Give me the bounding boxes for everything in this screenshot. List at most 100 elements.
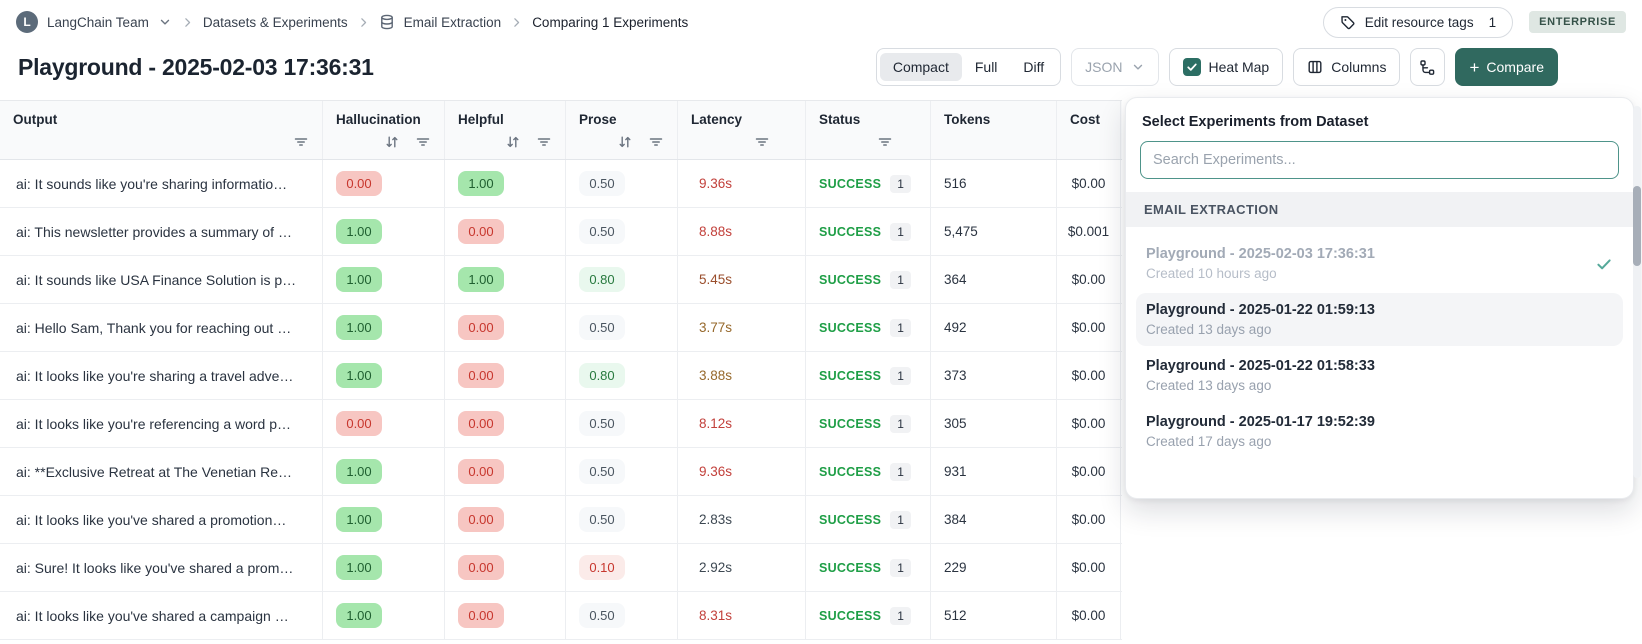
- cost-cell: $0.00: [1071, 512, 1106, 527]
- hallucination-score-badge[interactable]: 1.00: [336, 267, 382, 292]
- view-full-button[interactable]: Full: [962, 53, 1011, 81]
- hallucination-score-badge[interactable]: 1.00: [336, 603, 382, 628]
- helpful-score-badge[interactable]: 0.00: [458, 459, 504, 484]
- helpful-score-badge[interactable]: 0.00: [458, 411, 504, 436]
- table-row[interactable]: ai: It sounds like USA Finance Solution …: [0, 256, 1122, 304]
- compare-button[interactable]: + Compare: [1455, 48, 1558, 86]
- output-cell[interactable]: ai: It looks like you've shared a campai…: [16, 607, 289, 624]
- table-row[interactable]: ai: It sounds like you're sharing inform…: [0, 160, 1122, 208]
- hallucination-score-badge[interactable]: 1.00: [336, 555, 382, 580]
- output-cell[interactable]: ai: Sure! It looks like you've shared a …: [16, 559, 294, 576]
- scrollbar-thumb[interactable]: [1633, 186, 1641, 266]
- table-row[interactable]: ai: It looks like you're sharing a trave…: [0, 352, 1122, 400]
- prose-score-badge[interactable]: 0.50: [579, 459, 625, 484]
- filter-icon[interactable]: [648, 134, 664, 150]
- columns-button[interactable]: Columns: [1293, 48, 1401, 86]
- output-cell[interactable]: ai: It looks like you're sharing a trave…: [16, 367, 294, 384]
- helpful-score-badge[interactable]: 0.00: [458, 603, 504, 628]
- table-row[interactable]: ai: **Exclusive Retreat at The Venetian …: [0, 448, 1122, 496]
- filter-icon[interactable]: [536, 134, 552, 150]
- table-row[interactable]: ai: It looks like you've shared a promot…: [0, 496, 1122, 544]
- output-cell[interactable]: ai: It looks like you've shared a promot…: [16, 511, 287, 528]
- output-cell[interactable]: ai: It sounds like USA Finance Solution …: [16, 271, 297, 288]
- filter-icon[interactable]: [754, 134, 770, 150]
- tokens-cell: 373: [944, 368, 967, 383]
- format-select[interactable]: JSON: [1071, 48, 1159, 86]
- prose-score-badge[interactable]: 0.50: [579, 603, 625, 628]
- view-diff-button[interactable]: Diff: [1010, 53, 1057, 81]
- tag-icon: [1340, 14, 1356, 30]
- prose-score-badge[interactable]: 0.50: [579, 315, 625, 340]
- hallucination-score-badge[interactable]: 1.00: [336, 459, 382, 484]
- helpful-score-badge[interactable]: 1.00: [458, 267, 504, 292]
- helpful-score-badge[interactable]: 0.00: [458, 219, 504, 244]
- prose-score-badge[interactable]: 0.50: [579, 507, 625, 532]
- breadcrumb-org[interactable]: LangChain Team: [47, 14, 149, 30]
- prose-score-badge[interactable]: 0.50: [579, 171, 625, 196]
- edit-resource-tags-button[interactable]: Edit resource tags 1: [1322, 6, 1514, 38]
- latency-cell: 2.92s: [699, 560, 733, 575]
- cost-cell: $0.00: [1071, 416, 1106, 431]
- helpful-score-badge[interactable]: 0.00: [458, 555, 504, 580]
- run-count-badge: 1: [890, 366, 911, 385]
- output-cell[interactable]: ai: It looks like you're referencing a w…: [16, 415, 292, 432]
- org-avatar[interactable]: L: [16, 11, 38, 33]
- output-cell[interactable]: ai: **Exclusive Retreat at The Venetian …: [16, 463, 293, 480]
- tree-branch-icon: [1419, 59, 1436, 76]
- helpful-score-badge[interactable]: 0.00: [458, 363, 504, 388]
- prose-score-badge[interactable]: 0.50: [579, 219, 625, 244]
- sort-icon[interactable]: [617, 134, 633, 150]
- hallucination-score-badge[interactable]: 0.00: [336, 171, 382, 196]
- hallucination-score-badge[interactable]: 1.00: [336, 363, 382, 388]
- sort-icon[interactable]: [384, 134, 400, 150]
- column-header-cost: Cost: [1057, 101, 1121, 159]
- hallucination-score-badge[interactable]: 1.00: [336, 219, 382, 244]
- view-compact-button[interactable]: Compact: [879, 53, 962, 81]
- hallucination-score-badge[interactable]: 0.00: [336, 411, 382, 436]
- hallucination-score-badge[interactable]: 1.00: [336, 507, 382, 532]
- prose-score-badge[interactable]: 0.10: [579, 555, 625, 580]
- experiment-list-item[interactable]: Playground - 2025-01-17 19:52:39 Created…: [1136, 405, 1623, 458]
- table-row[interactable]: ai: Hello Sam, Thank you for reaching ou…: [0, 304, 1122, 352]
- cost-cell: $0.00: [1071, 464, 1106, 479]
- output-cell[interactable]: ai: This newsletter provides a summary o…: [16, 223, 292, 240]
- prose-score-badge[interactable]: 0.80: [579, 363, 625, 388]
- run-count-badge: 1: [890, 414, 911, 433]
- output-cell[interactable]: ai: Hello Sam, Thank you for reaching ou…: [16, 319, 292, 336]
- status-badge: SUCCESS: [819, 368, 882, 383]
- output-cell[interactable]: ai: It sounds like you're sharing inform…: [16, 175, 288, 192]
- enterprise-badge: ENTERPRISE: [1529, 11, 1626, 33]
- status-badge: SUCCESS: [819, 416, 882, 431]
- breadcrumb-datasets[interactable]: Datasets & Experiments: [202, 14, 348, 30]
- experiment-list-item[interactable]: Playground - 2025-02-03 17:36:31 Created…: [1136, 237, 1623, 290]
- table-row[interactable]: ai: It looks like you've shared a campai…: [0, 592, 1122, 640]
- hallucination-score-badge[interactable]: 1.00: [336, 315, 382, 340]
- select-experiments-panel: Select Experiments from Dataset EMAIL EX…: [1125, 97, 1634, 499]
- run-count-badge: 1: [890, 606, 911, 625]
- experiment-list-item[interactable]: Playground - 2025-01-22 01:59:13 Created…: [1136, 293, 1623, 346]
- breadcrumb-dataset[interactable]: Email Extraction: [403, 14, 502, 30]
- cost-cell: $0.00: [1071, 272, 1106, 287]
- search-experiments-input[interactable]: [1140, 141, 1619, 179]
- run-count-badge: 1: [890, 510, 911, 529]
- table-row[interactable]: ai: This newsletter provides a summary o…: [0, 208, 1122, 256]
- filter-icon[interactable]: [877, 134, 893, 150]
- filter-icon[interactable]: [293, 134, 309, 150]
- chevron-down-icon[interactable]: [158, 15, 172, 29]
- helpful-score-badge[interactable]: 1.00: [458, 171, 504, 196]
- status-badge: SUCCESS: [819, 272, 882, 287]
- helpful-score-badge[interactable]: 0.00: [458, 315, 504, 340]
- expand-rows-tree-button[interactable]: [1410, 48, 1446, 86]
- prose-score-badge[interactable]: 0.50: [579, 411, 625, 436]
- sort-icon[interactable]: [505, 134, 521, 150]
- run-count-badge: 1: [890, 318, 911, 337]
- filter-icon[interactable]: [415, 134, 431, 150]
- tokens-cell: 931: [944, 464, 967, 479]
- heatmap-toggle[interactable]: Heat Map: [1168, 48, 1284, 86]
- table-row[interactable]: ai: Sure! It looks like you've shared a …: [0, 544, 1122, 592]
- prose-score-badge[interactable]: 0.80: [579, 267, 625, 292]
- helpful-score-badge[interactable]: 0.00: [458, 507, 504, 532]
- table-row[interactable]: ai: It looks like you're referencing a w…: [0, 400, 1122, 448]
- heatmap-checkbox[interactable]: [1182, 58, 1201, 76]
- experiment-list-item[interactable]: Playground - 2025-01-22 01:58:33 Created…: [1136, 349, 1623, 402]
